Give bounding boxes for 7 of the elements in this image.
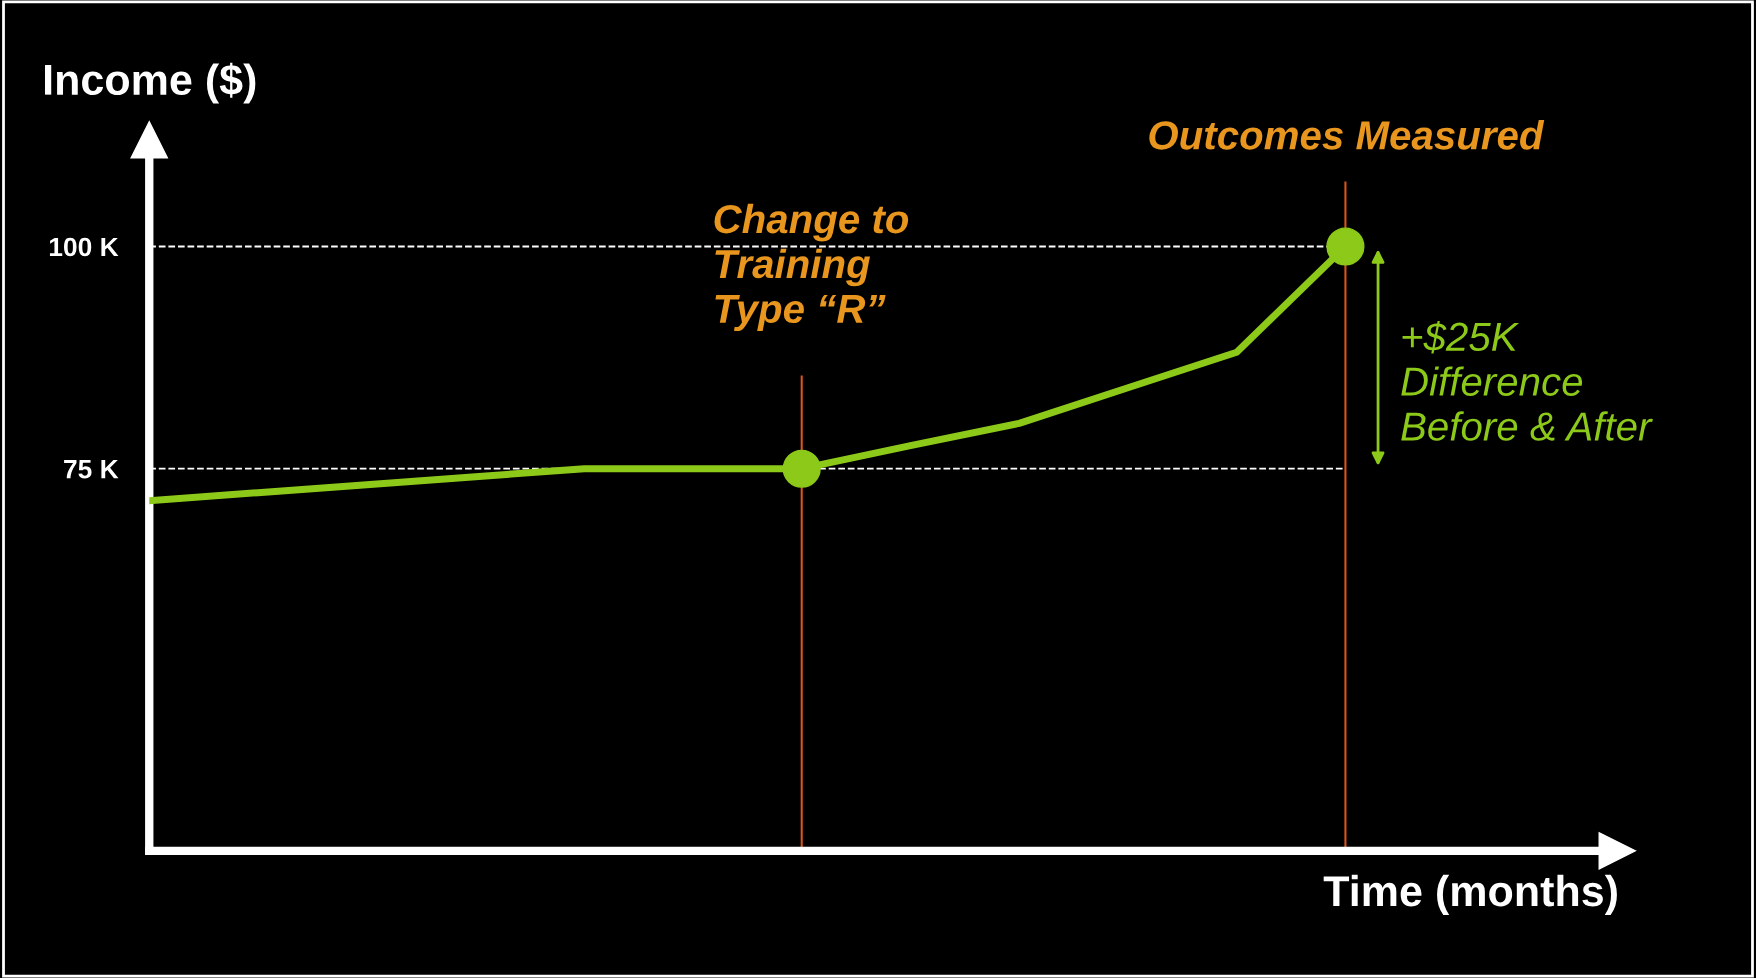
- annotation: Outcomes Measured: [1149, 120, 1545, 150]
- y-tick-label: 75 K: [64, 460, 119, 479]
- x-axis-title: Time (months): [1323, 874, 1617, 915]
- y-tick-label: 100 K: [49, 237, 119, 257]
- annotation: Change to Training Type “R”: [714, 203, 909, 332]
- y-axis-title: Income ($): [45, 62, 256, 104]
- text: +$25K Difference Before & After: [1401, 320, 1653, 441]
